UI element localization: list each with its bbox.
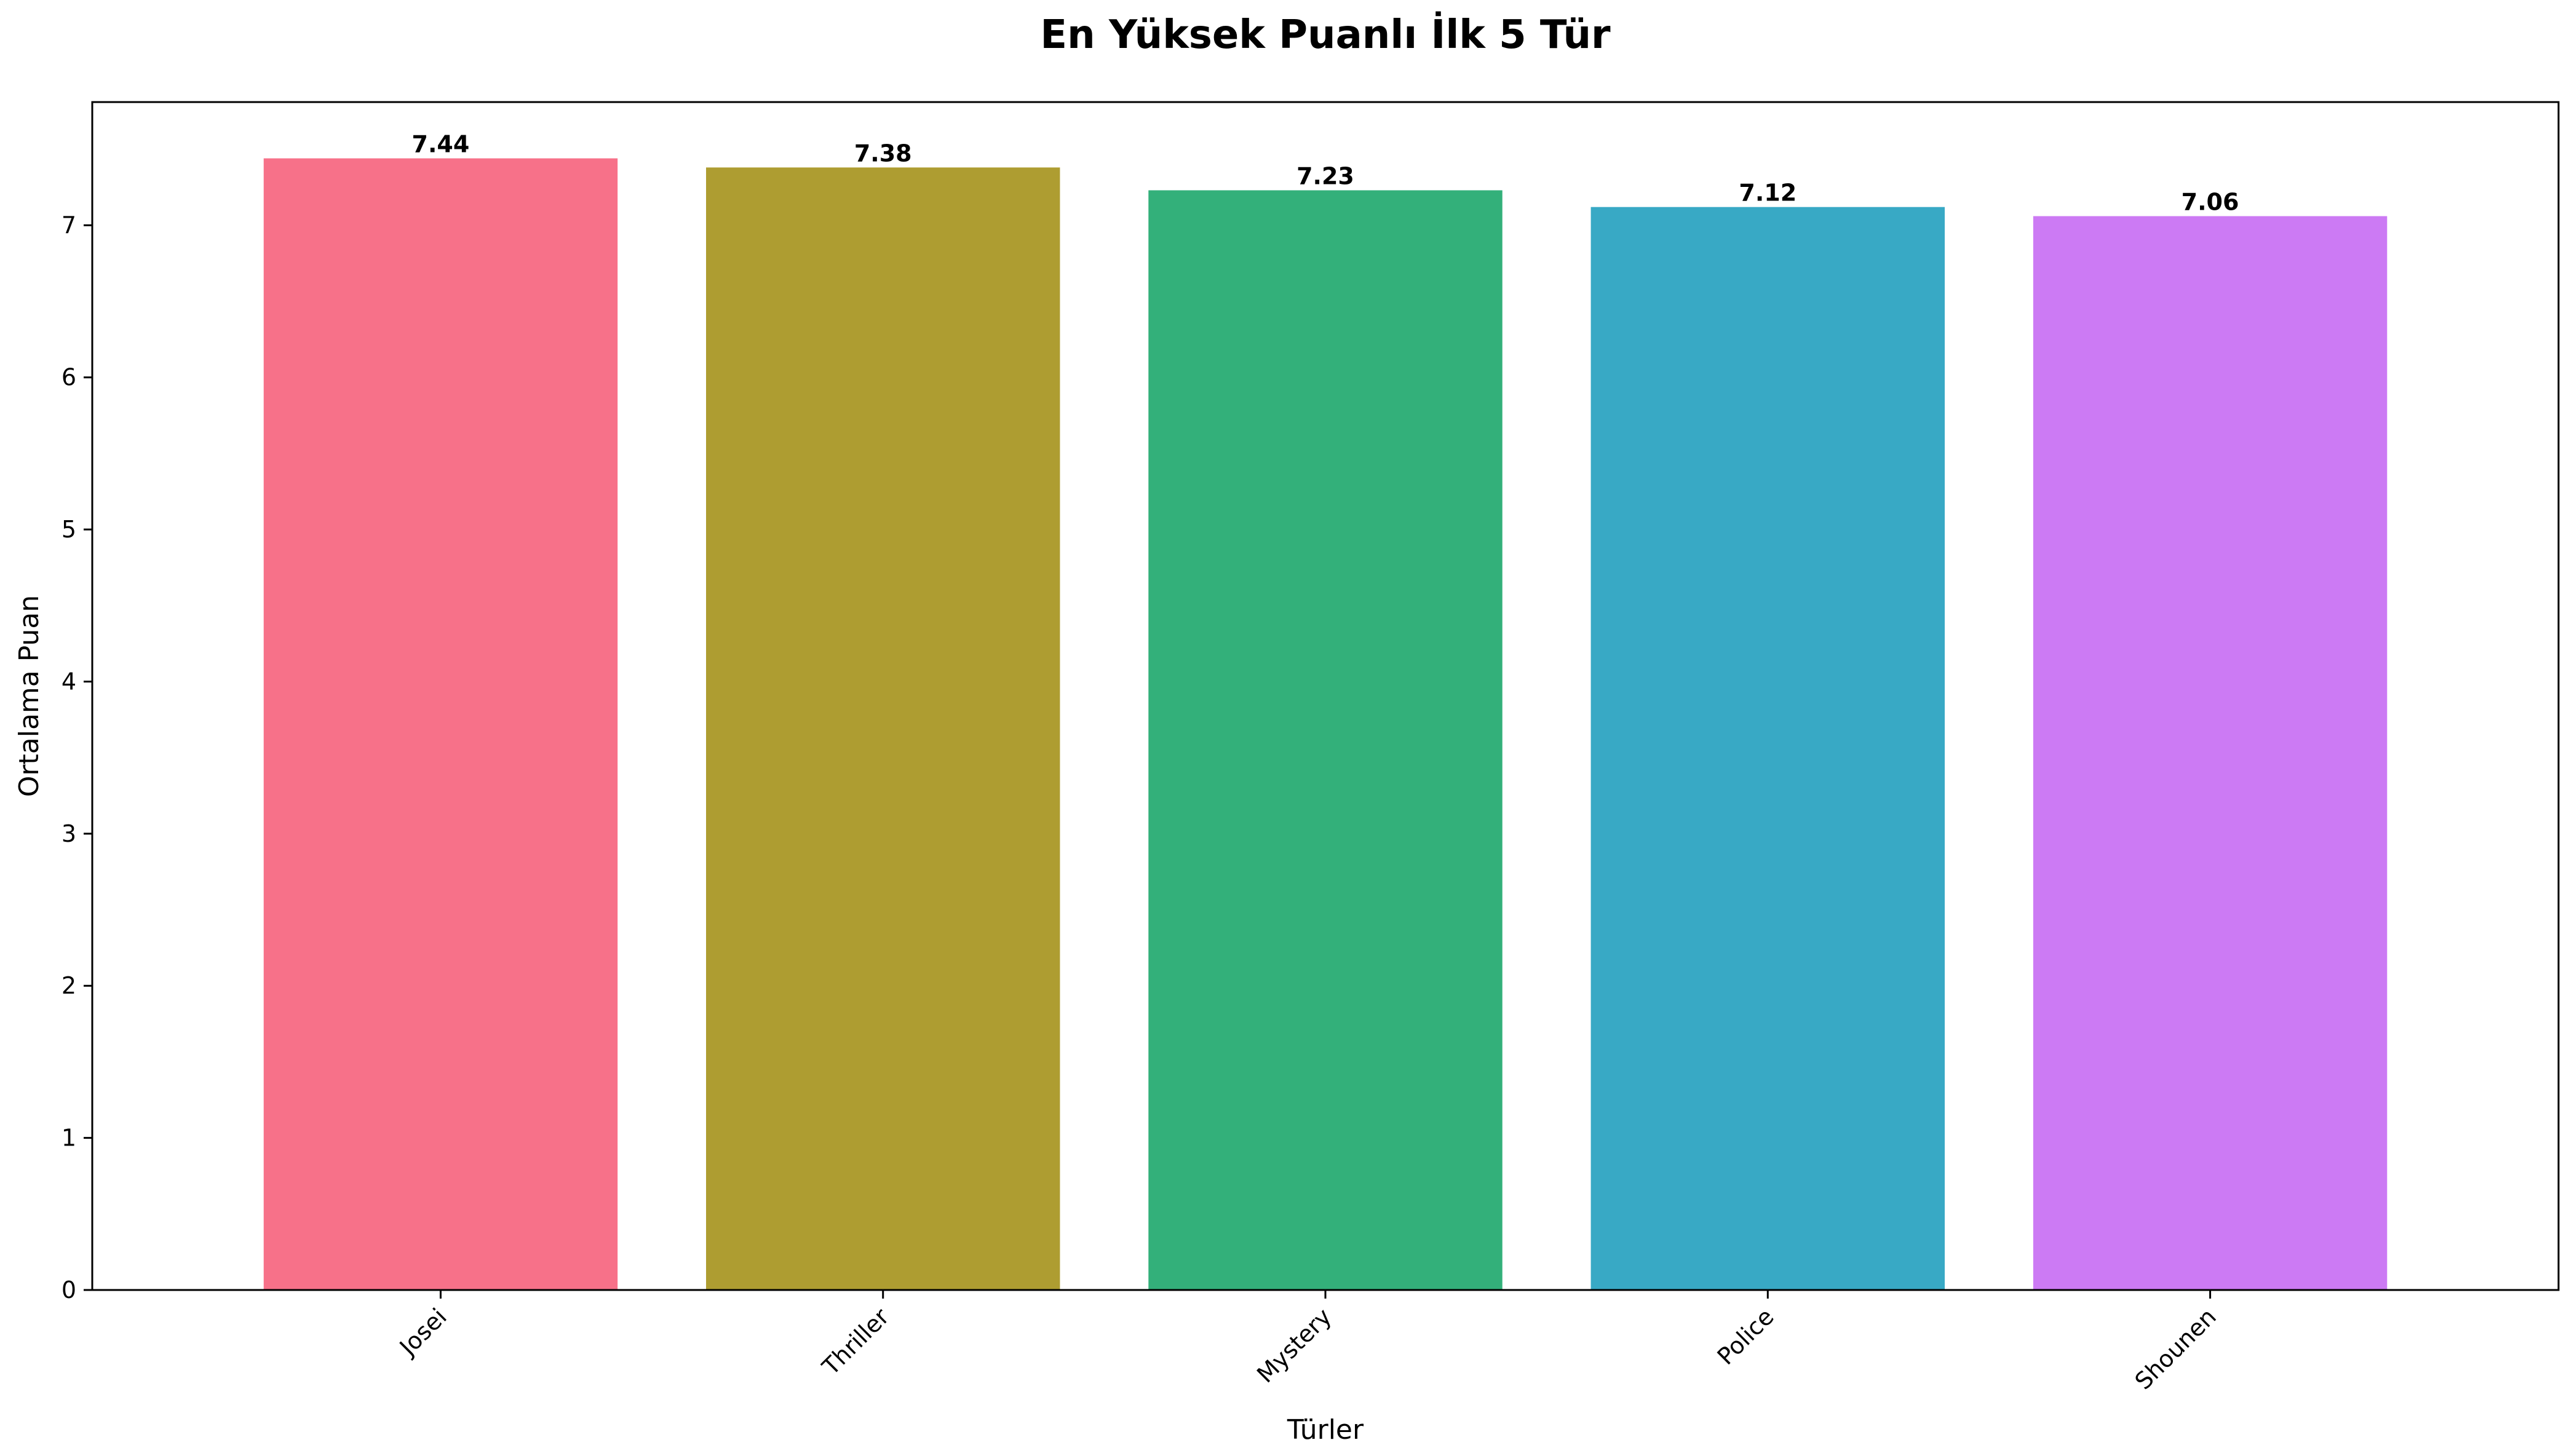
- bars-layer: [263, 158, 2388, 1291]
- value-label-shounen: 7.06: [2182, 189, 2239, 216]
- y-tick-label: 3: [62, 820, 76, 847]
- x-tick-label-shounen: Shounen: [2130, 1303, 2222, 1395]
- x-axis: Josei Thriller Mystery Police Shounen: [394, 1290, 2222, 1395]
- y-axis: 0 1 2 3 4 5 6 7: [62, 212, 92, 1304]
- value-label-police: 7.12: [1739, 180, 1797, 207]
- x-axis-title: Türler: [1287, 1414, 1364, 1446]
- bar-police: [1590, 207, 1945, 1291]
- y-axis-title: Ortalama Puan: [14, 595, 45, 797]
- y-tick-label: 5: [62, 516, 76, 543]
- value-labels-layer: 7.44 7.38 7.23 7.12 7.06: [412, 131, 2239, 216]
- y-tick-label: 2: [62, 972, 76, 999]
- x-tick-label-police: Police: [1712, 1303, 1779, 1370]
- y-tick-label: 6: [62, 364, 76, 391]
- y-tick-label: 4: [62, 668, 76, 695]
- bar-shounen: [2033, 216, 2388, 1290]
- bar-thriller: [706, 167, 1060, 1290]
- bar-mystery: [1148, 190, 1503, 1291]
- value-label-josei: 7.44: [412, 131, 470, 158]
- plot-frame: [91, 101, 2560, 1291]
- value-label-thriller: 7.38: [854, 140, 912, 167]
- value-label-mystery: 7.23: [1296, 162, 1354, 189]
- x-tick-label-josei: Josei: [394, 1303, 452, 1361]
- y-tick-label: 0: [62, 1276, 76, 1304]
- y-tick-label: 1: [62, 1125, 76, 1152]
- x-tick-label-mystery: Mystery: [1252, 1303, 1336, 1388]
- y-tick-label: 7: [62, 212, 76, 239]
- chart-title: En Yüksek Puanlı İlk 5 Tür: [1040, 11, 1611, 58]
- x-tick-label-thriller: Thriller: [817, 1303, 895, 1381]
- bar-josei: [263, 158, 618, 1290]
